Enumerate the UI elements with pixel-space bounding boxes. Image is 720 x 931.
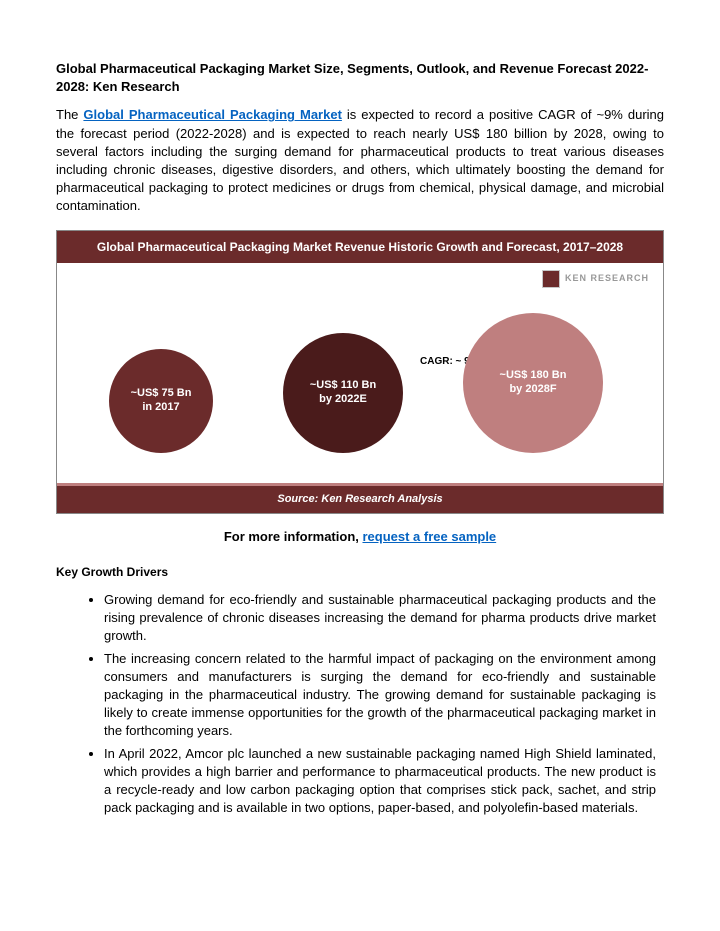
intro-paragraph: The Global Pharmaceutical Packaging Mark… xyxy=(56,106,664,215)
chart-header: Global Pharmaceutical Packaging Market R… xyxy=(57,231,663,263)
intro-post: is expected to record a positive CAGR of… xyxy=(56,107,664,213)
bullet-list: Growing demand for eco-friendly and sust… xyxy=(56,591,664,817)
chart-body: KEN RESEARCH CAGR: ~ 9% ~US$ 75 Bnin 201… xyxy=(57,263,663,483)
brand-logo: KEN RESEARCH xyxy=(543,271,649,287)
chart-bubble: ~US$ 110 Bnby 2022E xyxy=(283,333,403,453)
chart-container: Global Pharmaceutical Packaging Market R… xyxy=(56,230,664,515)
drivers-heading: Key Growth Drivers xyxy=(56,564,664,581)
chart-bubble: ~US$ 180 Bnby 2028F xyxy=(463,313,603,453)
list-item: Growing demand for eco-friendly and sust… xyxy=(104,591,664,646)
logo-icon xyxy=(543,271,559,287)
page-title: Global Pharmaceutical Packaging Market S… xyxy=(56,60,664,96)
list-item: The increasing concern related to the ha… xyxy=(104,650,664,741)
chart-footer: Source: Ken Research Analysis xyxy=(57,486,663,513)
logo-text: KEN RESEARCH xyxy=(565,272,649,285)
sample-link[interactable]: request a free sample xyxy=(362,529,496,544)
market-link[interactable]: Global Pharmaceutical Packaging Market xyxy=(83,107,342,122)
cta-pre: For more information, xyxy=(224,529,363,544)
list-item: In April 2022, Amcor plc launched a new … xyxy=(104,745,664,818)
intro-pre: The xyxy=(56,107,83,122)
chart-bubble: ~US$ 75 Bnin 2017 xyxy=(109,349,213,453)
cta-line: For more information, request a free sam… xyxy=(56,528,664,546)
